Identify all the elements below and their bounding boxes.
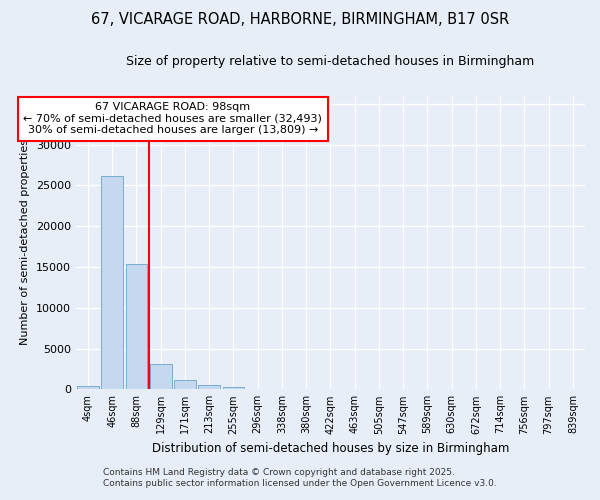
Y-axis label: Number of semi-detached properties: Number of semi-detached properties [20,140,31,346]
Title: Size of property relative to semi-detached houses in Birmingham: Size of property relative to semi-detach… [127,55,535,68]
Text: 67 VICARAGE ROAD: 98sqm
← 70% of semi-detached houses are smaller (32,493)
30% o: 67 VICARAGE ROAD: 98sqm ← 70% of semi-de… [23,102,322,136]
X-axis label: Distribution of semi-detached houses by size in Birmingham: Distribution of semi-detached houses by … [152,442,509,455]
Bar [77,386,99,390]
Text: 67, VICARAGE ROAD, HARBORNE, BIRMINGHAM, B17 0SR: 67, VICARAGE ROAD, HARBORNE, BIRMINGHAM,… [91,12,509,28]
Bar [101,176,123,390]
Bar [174,380,196,390]
Bar [223,387,244,390]
Bar [125,264,148,390]
Bar [199,385,220,390]
Text: Contains HM Land Registry data © Crown copyright and database right 2025.
Contai: Contains HM Land Registry data © Crown c… [103,468,497,487]
Bar [150,364,172,390]
